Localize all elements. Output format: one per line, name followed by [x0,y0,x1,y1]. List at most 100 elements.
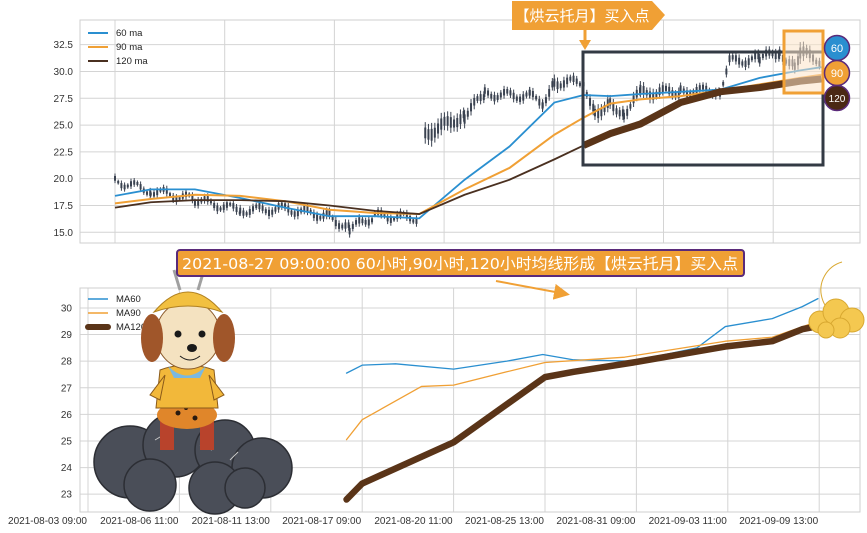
bottom-y-tick-label: 23 [61,490,73,501]
candle-body [338,223,341,229]
candle-body [621,109,624,117]
candle-body [652,92,655,100]
bottom-y-tick-label: 28 [61,357,73,368]
candle-body [499,92,502,98]
candle-body [648,91,651,100]
bottom-y-tick-label: 25 [61,436,73,447]
candle-body [178,197,181,200]
line-ma60 [345,297,819,374]
candle-body [741,61,744,66]
candle-body [206,196,209,202]
moon-on-cloud-image [808,261,865,339]
candle-body [319,216,322,220]
candle-body [463,114,466,124]
candle-body [603,105,606,112]
candle-body [519,96,522,102]
candle-body [658,87,661,95]
candle-body [139,184,142,190]
candle-body [364,219,367,225]
badge-60-label: 60 [831,43,843,55]
candle-body [512,92,515,100]
top-y-tick-label: 32.5 [54,40,74,51]
line-ma120 [343,323,820,503]
dog-yellow-hat [152,291,224,314]
bottom-x-tick-label: 2021-08-17 09:00 [282,516,361,527]
candle-body [725,68,728,75]
candle-body [271,209,274,215]
candle-body [728,55,731,63]
candle-body [168,193,171,196]
candle-body [538,99,541,106]
candle-body [123,184,126,190]
candle-body [389,217,392,223]
top-y-tick-label: 27.5 [54,94,74,105]
badge-120 [823,84,851,112]
candle-body [556,81,559,90]
legend-label-ma120: MA120 [116,322,146,333]
candle-body [152,192,155,197]
candle-body [747,58,750,65]
candle-body [459,114,462,125]
candle-body [258,203,261,210]
candle-body [430,128,433,141]
candle-body [754,52,757,60]
candle-body [562,80,565,88]
candle-body [575,78,578,84]
top-grid [80,20,860,243]
candle-body [156,189,159,196]
candle-body [470,103,473,112]
candle-body [126,184,129,188]
candle-body [303,205,306,212]
candle-body [296,209,299,217]
candle-body [284,203,287,209]
top-y-tick-label: 20.0 [54,174,74,185]
bottom-x-tick-label: 2021-08-25 13:00 [465,516,544,527]
bottom-x-tick-label: 2021-08-11 13:00 [192,516,271,527]
bottom-ma-lines [343,297,820,503]
candle-body [383,214,386,218]
candle-body [344,222,347,229]
candle-body [734,55,737,62]
candle-body [456,117,459,128]
candle-body [449,117,452,128]
candle-body [479,94,482,101]
candle-body [290,210,293,215]
candle-body [386,216,389,222]
candle-body [731,55,734,60]
candle-body [761,53,764,59]
candle-body [146,191,148,195]
candle-body [393,217,396,221]
candle-body [348,227,351,235]
candle-body [622,112,625,120]
dog-on-cloud-image [93,269,293,515]
bottom-legend: MA60 MA90 MA120 [85,294,146,333]
bottom-x-tick-label: 2021-09-09 13:00 [739,516,818,527]
candle-body [744,60,747,67]
candle-body [172,195,175,201]
candle-body [629,104,632,109]
candle-body [639,85,642,94]
candle-body [245,212,248,216]
candle-body [274,207,277,212]
bottom-x-tick-label: 2021-09-03 11:00 [649,516,728,527]
candle-body [559,83,562,89]
top-banner-text: 【烘云托月】买入点 [514,7,649,25]
candle-body [184,191,187,198]
candle-body [609,98,612,106]
candle-body [597,108,600,119]
candle-body [293,211,296,217]
candle-body [255,204,258,209]
dark-cloud [93,412,293,515]
candle-body [117,180,120,184]
candle-body [674,92,677,98]
candle-body [503,89,506,96]
top-banner-arrow [512,1,665,30]
top-y-tick-label: 30.0 [54,67,74,78]
candle-body [130,181,132,187]
candle-body [493,94,496,102]
badge-120-label: 120 [829,94,846,105]
legend-label-60ma: 60 ma [116,28,143,39]
candle-body [671,90,674,97]
candle-body [541,102,544,108]
candle-body [589,98,592,106]
